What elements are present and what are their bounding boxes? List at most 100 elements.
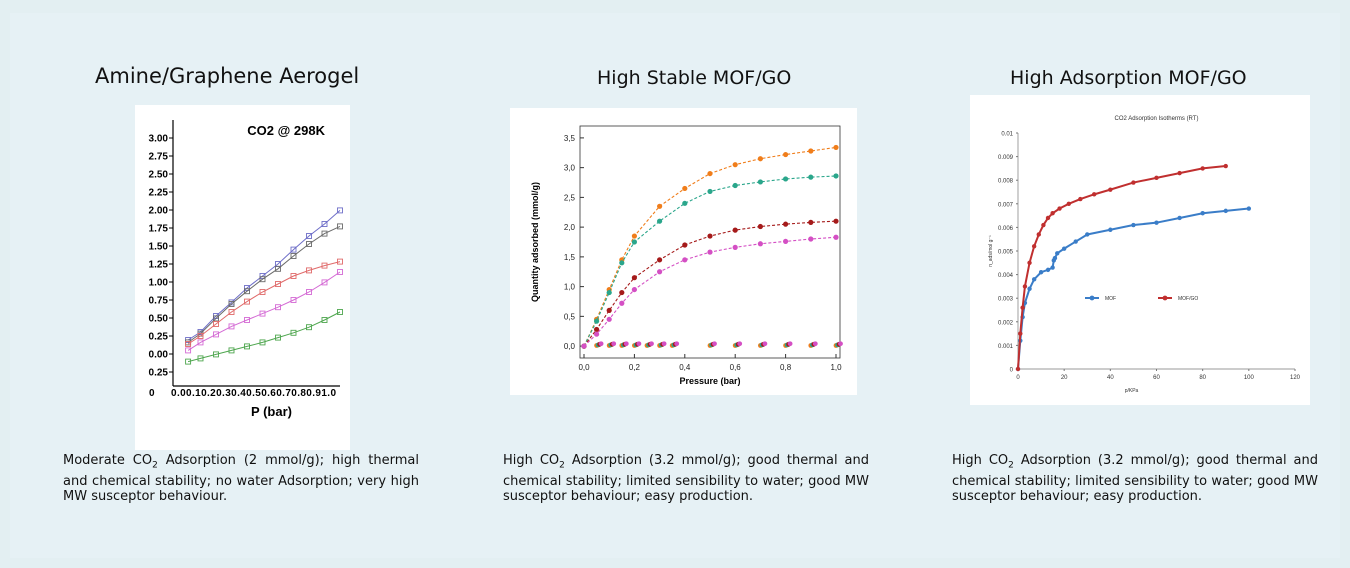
chart-1-point [306, 267, 312, 274]
chart-2-frame [579, 125, 841, 359]
chart-2-point [606, 316, 612, 322]
chart-2-point [619, 260, 625, 266]
chart-1-point [228, 323, 235, 330]
chart-1-series-line [187, 225, 341, 343]
chart-2-near-zero-point [812, 341, 818, 347]
chart-1-point [290, 253, 297, 259]
chart-2-point [732, 162, 738, 168]
chart-2-point [732, 227, 738, 233]
chart-3-point [1045, 267, 1051, 273]
panel-1-caption-sub: 2 [152, 460, 158, 471]
chart-3-point [1078, 196, 1083, 202]
chart-2-point [631, 275, 637, 281]
chart-1-y-tick-label: 0.25 [149, 368, 169, 379]
chart-1-point [337, 258, 343, 265]
chart-3-point [1052, 255, 1058, 261]
chart-2-point [808, 148, 814, 154]
chart-2-point [707, 233, 713, 239]
chart-2-near-zero-point [712, 341, 717, 347]
chart-3-y-tick-label: 0.008 [998, 179, 1014, 185]
chart-3-point [1061, 246, 1067, 251]
chart-1-point [185, 347, 192, 354]
panel-1-caption-rest: Adsorption (2 mmol/g); high thermal and … [63, 453, 419, 504]
chart-1-series-line [187, 311, 341, 363]
chart-3-point [1085, 232, 1090, 237]
chart-1-point [337, 207, 343, 214]
chart-1-point [337, 309, 343, 315]
chart-3-point [1091, 192, 1097, 197]
chart-1-point [290, 297, 297, 303]
chart-2-x-tick-label: 0,2 [629, 363, 641, 372]
panel-2-caption-prefix: High CO [503, 453, 560, 468]
chart-3-point [1177, 170, 1182, 176]
chart-1-point [228, 309, 235, 315]
chart-2-point [594, 326, 600, 333]
chart-1-point [185, 341, 192, 347]
chart-2-point [833, 234, 839, 240]
chart-3-y-tick-label: 0 [1010, 368, 1014, 374]
chart-2-point [808, 236, 814, 242]
chart-1-y-tick-label: 3.00 [149, 134, 169, 145]
chart-3-point [1027, 286, 1032, 291]
chart-2-x-tick-label: 1,0 [830, 363, 842, 372]
chart-2-near-zero-point [611, 341, 617, 347]
chart-1-x-tick-labels: 0.00.10.20.30.40.50.60.70.80.91.0 [171, 388, 336, 399]
chart-1-point [321, 317, 328, 323]
chart-2-point [757, 179, 763, 185]
chart-1-point [275, 304, 281, 311]
panel-2-caption-rest: Adsorption (3.2 mmol/g); good thermal an… [503, 453, 869, 504]
chart-2-y-tick-label: 3,5 [564, 134, 576, 143]
chart-1-y-tick-label: 2.25 [149, 188, 169, 199]
chart-1-y-tick-label: 0.00 [149, 350, 169, 361]
chart-1-point [197, 339, 204, 346]
chart-3-point [1031, 277, 1037, 282]
panel-2-caption: High CO2 Adsorption (3.2 mmol/g); good t… [503, 453, 869, 504]
chart-1-point [185, 358, 192, 365]
chart-2-point [619, 300, 625, 306]
chart-1-point [244, 285, 250, 291]
chart-3-point [1027, 260, 1032, 265]
chart-2-point [808, 174, 814, 180]
chart-3-y-tick-label: 0.001 [998, 344, 1014, 350]
panel-3-caption-rest: Adsorption (3.2 mmol/g); good thermal an… [952, 453, 1318, 504]
chart-3-point [1200, 211, 1205, 216]
panel-3-caption: High CO2 Adsorption (3.2 mmol/g); good t… [952, 453, 1318, 504]
chart-1-point [259, 273, 266, 279]
chart-1-title: CO2 @ 298K [247, 123, 325, 138]
panel-3-caption-prefix: High CO [952, 453, 1009, 468]
chart-2-point [732, 244, 738, 250]
chart-2-point [707, 249, 713, 255]
chart-1-x-label: P (bar) [251, 404, 292, 419]
chart-1-y-tick-label: 2.00 [149, 206, 169, 217]
chart-1-y-tick-label: 0.75 [149, 296, 169, 307]
chart-3-svg: CO2 Adsorption Isotherms (RT) 0 0.001 0.002… [988, 116, 1301, 394]
chart-3-point [1223, 163, 1228, 169]
chart-1-point [321, 221, 328, 227]
chart-2-x-tick-label: 0,8 [780, 363, 792, 372]
chart-1-point [306, 324, 312, 331]
chart-2-point [631, 239, 637, 245]
chart-3-point [1131, 222, 1136, 228]
chart-2-near-zero-point [762, 341, 768, 347]
chart-3-y-tick-label: 0.003 [998, 297, 1014, 303]
chart-2-point [783, 221, 789, 227]
chart-2-point [707, 170, 713, 177]
chart-1-y-tick-label: 1.00 [149, 278, 169, 289]
chart-2-x-tick-label: 0,6 [730, 363, 742, 372]
chart-2-point [833, 173, 839, 179]
chart-1-point [290, 329, 297, 336]
chart-3-point [1031, 244, 1037, 249]
panel-1-title: Amine/Graphene Aerogel [95, 64, 360, 88]
chart-1-y-tick-label: 0.25 [149, 332, 169, 343]
chart-2-point [808, 219, 814, 225]
chart-2-point [682, 185, 688, 192]
chart-2-point [594, 318, 600, 324]
chart-1-point [259, 339, 266, 346]
chart-3-point [1015, 366, 1021, 372]
chart-1-svg: 3.00 2.75 2.50 2.25 2.00 1.75 1.50 1.25 1.00 0.75… [149, 120, 343, 419]
chart-1-point [290, 273, 297, 279]
chart-3-plot: CO2 Adsorption Isotherms (RT) 0 0.001 0.002… [970, 95, 1310, 405]
chart-3-point [1050, 211, 1055, 216]
chart-1-point [213, 315, 219, 322]
